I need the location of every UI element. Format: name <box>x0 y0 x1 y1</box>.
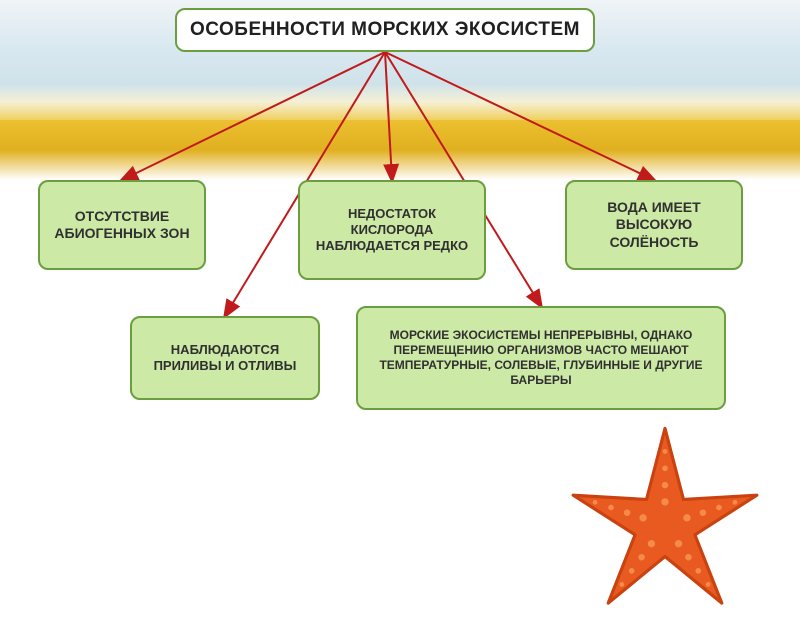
starfish-dot <box>648 540 655 547</box>
starfish-dot <box>662 482 669 489</box>
starfish-dot <box>733 500 738 505</box>
starfish-dot <box>638 554 645 561</box>
starfish-dot <box>639 514 646 521</box>
starfish-dot <box>619 582 624 587</box>
starfish-dot <box>683 514 690 521</box>
starfish-image <box>560 420 770 630</box>
starfish-body <box>573 428 757 603</box>
background-sand <box>0 120 800 180</box>
starfish-dot <box>700 509 707 516</box>
starfish-dot <box>716 505 722 511</box>
starfish-dot <box>675 540 682 547</box>
starfish-dot <box>695 568 701 574</box>
starfish-dot <box>662 465 668 471</box>
leaf-label: НАБЛЮДАЮТСЯ ПРИЛИВЫ И ОТЛИВЫ <box>144 342 306 375</box>
leaf-barriers: МОРСКИЕ ЭКОСИСТЕМЫ НЕПРЕРЫВНЫ, ОДНАКО ПЕ… <box>356 306 726 410</box>
starfish-dot <box>624 509 631 516</box>
starfish-dot <box>608 505 614 511</box>
starfish-dot <box>706 582 711 587</box>
leaf-abiogenic: ОТСУТСТВИЕ АБИОГЕННЫХ ЗОН <box>38 180 206 270</box>
starfish-dot <box>685 554 692 561</box>
starfish-dot <box>593 500 598 505</box>
starfish-dot <box>661 498 668 505</box>
leaf-salinity: ВОДА ИМЕЕТ ВЫСОКУЮ СОЛЁНОСТЬ <box>565 180 743 270</box>
leaf-label: МОРСКИЕ ЭКОСИСТЕМЫ НЕПРЕРЫВНЫ, ОДНАКО ПЕ… <box>370 328 712 388</box>
leaf-label: НЕДОСТАТОК КИСЛОРОДА НАБЛЮДАЕТСЯ РЕДКО <box>312 206 472 255</box>
starfish-dot <box>629 568 635 574</box>
leaf-tides: НАБЛЮДАЮТСЯ ПРИЛИВЫ И ОТЛИВЫ <box>130 316 320 400</box>
diagram-title: ОСОБЕННОСТИ МОРСКИХ ЭКОСИСТЕМ <box>175 8 595 52</box>
leaf-label: ВОДА ИМЕЕТ ВЫСОКУЮ СОЛЁНОСТЬ <box>579 199 729 252</box>
leaf-label: ОТСУТСТВИЕ АБИОГЕННЫХ ЗОН <box>52 208 192 243</box>
leaf-oxygen: НЕДОСТАТОК КИСЛОРОДА НАБЛЮДАЕТСЯ РЕДКО <box>298 180 486 280</box>
starfish-dot <box>663 449 668 454</box>
